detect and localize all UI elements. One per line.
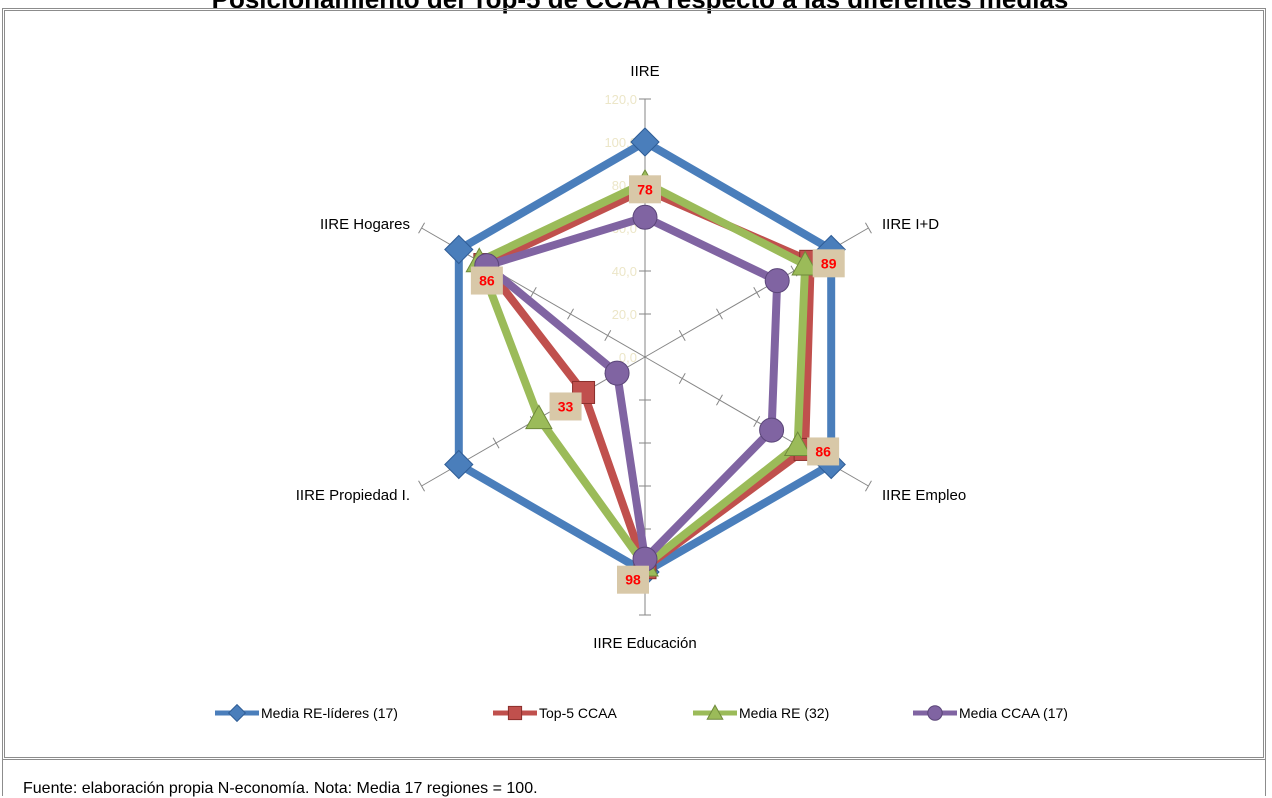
data-label-iire-propiedad-i: 33 [549,392,582,421]
radar-spoke-tick [716,394,723,406]
series-marker-diamond [444,234,474,265]
radar-spoke-tick [753,416,761,427]
series-marker-triangle [783,431,812,457]
radar-tick-label: 120,0 [604,92,637,107]
series-marker-square [507,705,523,721]
radar-spoke-tick [678,373,686,384]
data-label-iire-empleo: 86 [807,437,840,466]
data-label-value: 78 [637,181,653,197]
radar-spoke-tick [418,222,425,234]
chart-legend: Media RE-líderes (17) Top-5 CCAA Media RE … [215,703,1068,723]
series-marker-circle [927,705,943,721]
series-marker-circle [604,360,630,386]
series-marker-diamond [227,703,247,723]
category-label-iire-hogares: IIRE Hogares [320,216,410,233]
radar-spoke-tick [567,308,574,320]
series-marker-triangle [525,404,553,430]
data-label-iire: 78 [629,175,661,204]
radar-spoke-tick [418,480,425,492]
data-label-iire-hogares: 86 [470,266,503,295]
data-label-iire-i-d: 89 [812,249,845,278]
radar-category-labels: IIRE IIRE I+D IIRE Empleo IIRE Educación IIR… [296,63,966,652]
radar-spoke-tick [678,330,686,341]
series-marker-circle [759,417,785,443]
radar-tick-label: 100,0 [604,135,637,150]
radar-spoke-tick [492,437,500,449]
radar-spoke-tick [865,222,872,234]
radar-tick-label: 20,0 [612,307,637,322]
series-marker-circle [632,204,658,230]
legend-item-media-re-32: Media RE (32) [693,704,829,721]
data-label-value: 33 [558,398,574,414]
data-label-box [812,249,845,278]
legend-label: Media CCAA (17) [959,705,1068,721]
series-marker-triangle [706,704,724,720]
category-label-iire-educacion: IIRE Educación [593,635,696,652]
footer-row: Fuente: elaboración propia N-economía. N… [2,760,1266,797]
radar-data-labels: 78 89 86 98 33 86 [470,175,845,594]
chart-frame [2,8,1266,760]
radar-spoke-tick [604,330,612,341]
data-label-value: 86 [815,443,831,459]
data-label-box [549,392,582,421]
legend-item-media-re-lideres-17: Media RE-líderes (17) [215,703,398,723]
category-label-iire-empleo: IIRE Empleo [882,487,966,504]
data-label-box [470,266,503,295]
data-label-value: 98 [625,572,641,588]
series-marker-triangle [791,250,819,276]
series-marker-circle [764,268,790,294]
category-label-iire-propiedad-i: IIRE Propiedad I. [296,487,410,504]
radar-tick-label: 0,0 [619,350,637,365]
category-label-iire: IIRE [630,63,659,80]
radar-spoke-tick [753,287,761,298]
legend-label: Media RE (32) [739,705,829,721]
category-label-iire-i-d: IIRE I+D [882,216,939,233]
series-marker-diamond [444,449,474,480]
legend-item-media-ccaa-17: Media CCAA (17) [913,705,1068,721]
radar-spoke-tick [716,308,723,320]
radar-spoke-tick [529,287,537,298]
data-label-box [629,175,661,204]
legend-label: Media RE-líderes (17) [261,705,398,721]
radar-spoke-tick [865,480,872,492]
data-label-box [807,437,840,466]
series-marker-diamond [630,127,660,157]
legend-label: Top-5 CCAA [539,705,617,721]
footer-note: Fuente: elaboración propia N-economía. N… [23,780,538,797]
data-label-box [617,565,649,594]
data-label-iire-educacion: 98 [617,565,649,594]
data-label-value: 89 [821,255,837,271]
legend-item-top-5-ccaa: Top-5 CCAA [493,705,617,721]
data-label-value: 86 [479,273,495,289]
radar-tick-label: 40,0 [612,264,637,279]
